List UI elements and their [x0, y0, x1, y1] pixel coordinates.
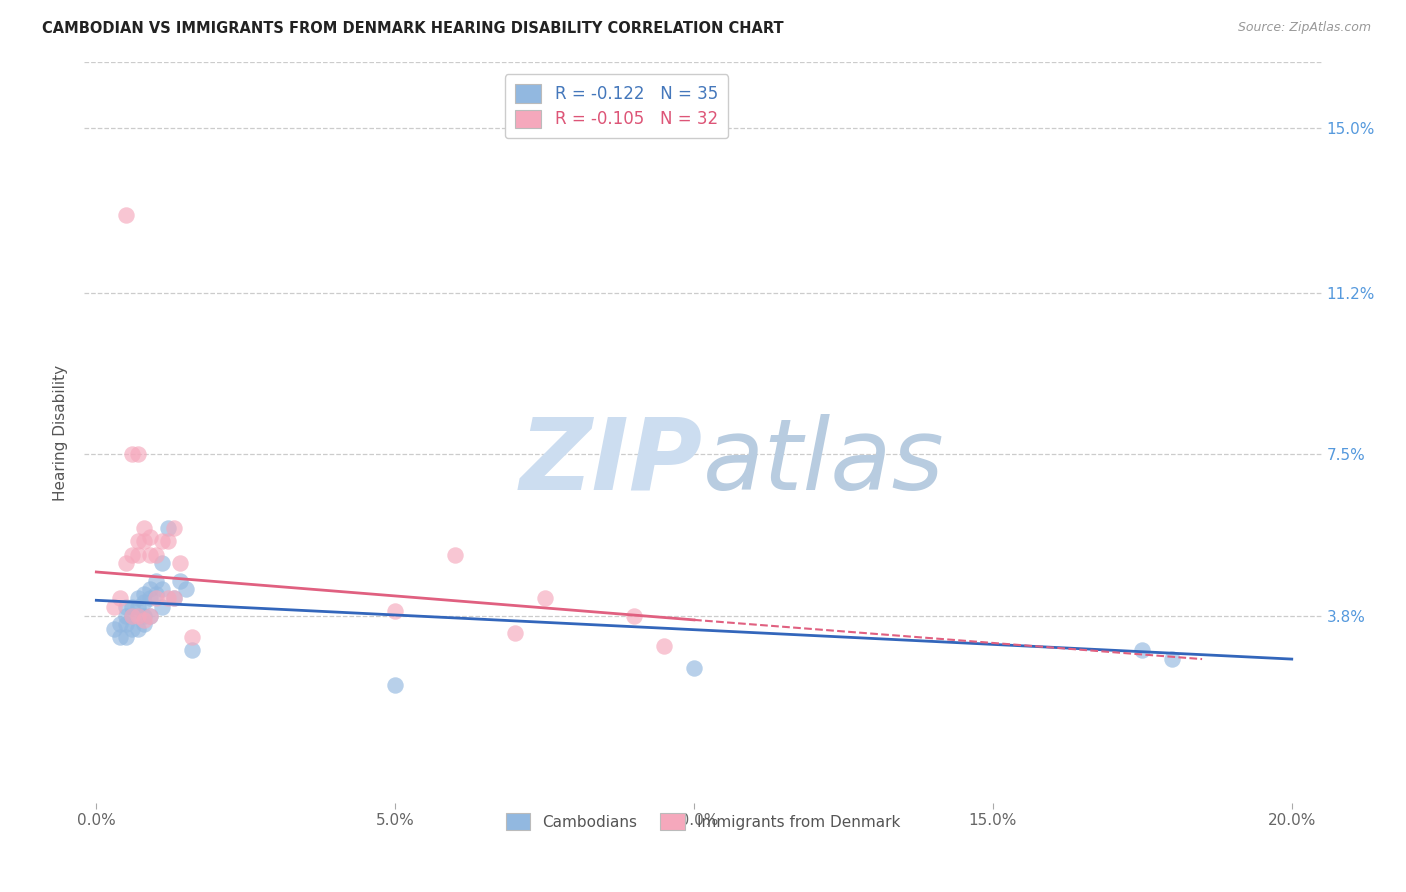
Point: [134, 534, 156, 549]
Point: [115, 617, 138, 632]
Point: [623, 608, 645, 623]
Point: [127, 534, 149, 549]
Point: [163, 591, 186, 606]
Point: [174, 582, 197, 597]
Point: [134, 608, 156, 623]
Point: [127, 608, 149, 623]
Point: [163, 591, 186, 606]
Point: [134, 617, 156, 632]
Point: [533, 591, 555, 606]
Point: [110, 617, 132, 632]
Text: CAMBODIAN VS IMMIGRANTS FROM DENMARK HEARING DISABILITY CORRELATION CHART: CAMBODIAN VS IMMIGRANTS FROM DENMARK HEA…: [42, 21, 783, 36]
Point: [127, 622, 149, 636]
Point: [384, 604, 406, 618]
Point: [127, 599, 149, 614]
Point: [103, 622, 125, 636]
Point: [115, 208, 138, 222]
Point: [121, 622, 143, 636]
Point: [139, 608, 162, 623]
Point: [110, 630, 132, 644]
Point: [1161, 652, 1184, 666]
Point: [127, 608, 149, 623]
Text: atlas: atlas: [703, 414, 945, 511]
Point: [139, 582, 162, 597]
Point: [145, 587, 167, 601]
Point: [181, 643, 204, 657]
Point: [127, 447, 149, 461]
Point: [157, 521, 180, 535]
Point: [145, 591, 167, 606]
Point: [150, 556, 173, 570]
Point: [103, 599, 125, 614]
Point: [121, 608, 143, 623]
Point: [139, 548, 162, 562]
Point: [163, 521, 186, 535]
Point: [134, 587, 156, 601]
Point: [121, 599, 143, 614]
Point: [384, 678, 406, 692]
Point: [652, 639, 675, 653]
Point: [127, 591, 149, 606]
Point: [150, 534, 173, 549]
Point: [444, 548, 467, 562]
Point: [139, 608, 162, 623]
Point: [503, 626, 526, 640]
Point: [134, 521, 156, 535]
Point: [121, 548, 143, 562]
Point: [115, 599, 138, 614]
Point: [127, 548, 149, 562]
Legend: Cambodians, Immigrants from Denmark: Cambodians, Immigrants from Denmark: [499, 807, 907, 836]
Point: [150, 599, 173, 614]
Point: [139, 530, 162, 544]
Point: [169, 556, 191, 570]
Point: [157, 534, 180, 549]
Point: [115, 608, 138, 623]
Point: [134, 595, 156, 609]
Point: [115, 556, 138, 570]
Point: [150, 582, 173, 597]
Point: [110, 591, 132, 606]
Text: Source: ZipAtlas.com: Source: ZipAtlas.com: [1237, 21, 1371, 34]
Y-axis label: Hearing Disability: Hearing Disability: [53, 365, 69, 500]
Point: [169, 574, 191, 588]
Point: [683, 661, 706, 675]
Point: [145, 548, 167, 562]
Point: [121, 608, 143, 623]
Point: [134, 613, 156, 627]
Point: [121, 447, 143, 461]
Text: ZIP: ZIP: [520, 414, 703, 511]
Point: [139, 591, 162, 606]
Point: [115, 630, 138, 644]
Point: [1130, 643, 1153, 657]
Point: [157, 591, 180, 606]
Point: [145, 574, 167, 588]
Point: [181, 630, 204, 644]
